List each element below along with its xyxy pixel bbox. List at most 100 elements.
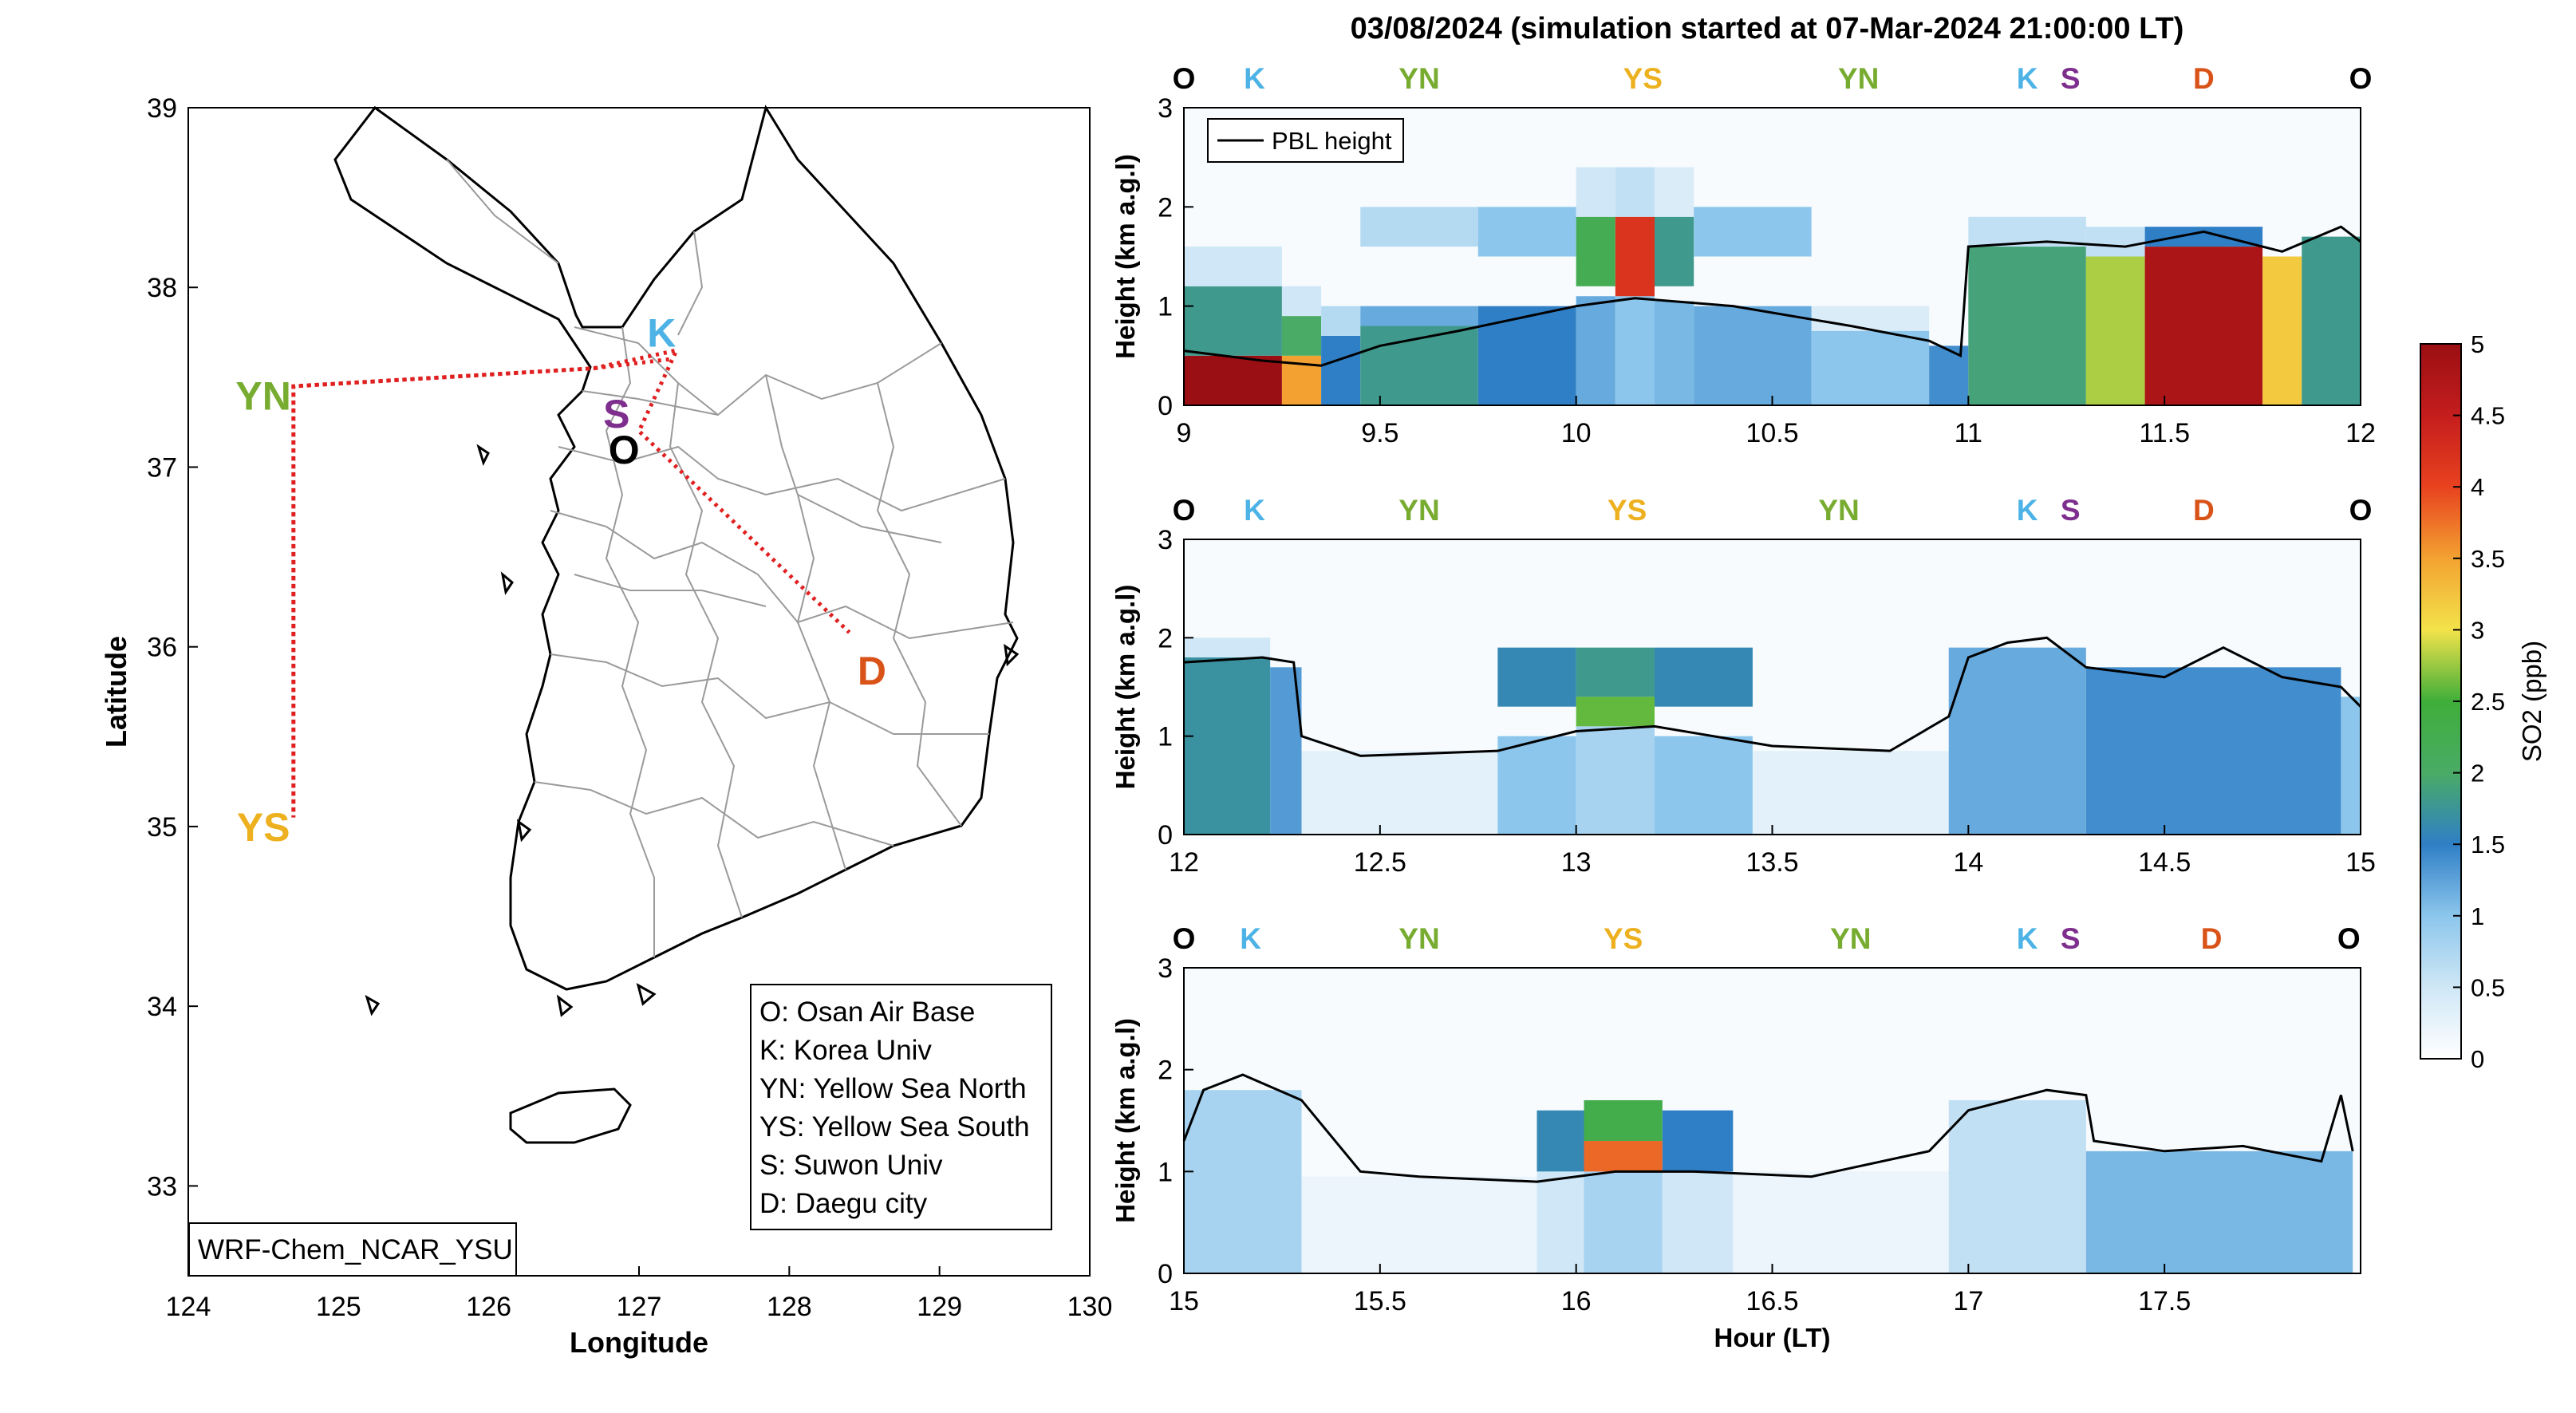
colorbar-tick-label: 5	[2471, 330, 2484, 358]
so2-cell	[1662, 1171, 1734, 1273]
so2-cell	[1655, 647, 1753, 707]
site-label-s: S	[2061, 494, 2081, 527]
panel-ylabel: Height (km a.g.l)	[1110, 585, 1140, 790]
panel-ytick-label: 3	[1158, 93, 1173, 124]
map-ytick-label: 37	[147, 452, 177, 483]
map-site-ys: YS	[237, 805, 290, 850]
so2-cell	[1655, 736, 1753, 835]
site-label-d: D	[2193, 494, 2215, 527]
panel-xtick-label: 16.5	[1746, 1286, 1798, 1316]
so2-cell	[1655, 301, 1694, 405]
colorbar-tick-label: 2	[2471, 760, 2484, 787]
route-line	[291, 347, 851, 818]
panel-xtick-label: 15.5	[1354, 1286, 1406, 1316]
site-label-d: D	[2193, 62, 2215, 95]
map-xtick-label: 128	[767, 1292, 812, 1322]
so2-cell	[1694, 306, 1812, 405]
so2-cell	[1948, 1099, 2086, 1273]
panel-xtick-label: 16	[1561, 1286, 1592, 1316]
map-ytick-label: 38	[147, 273, 177, 303]
pbl-legend-label: PBL height	[1272, 127, 1392, 155]
so2-cell	[2144, 247, 2263, 405]
map-site-legend-box	[750, 984, 1052, 1230]
panel-ytick-label: 3	[1158, 525, 1173, 555]
panel-ytick-label: 0	[1158, 1259, 1173, 1289]
so2-cell	[1576, 726, 1655, 835]
so2-cell	[1752, 751, 1949, 835]
panel-ylabel: Height (km a.g.l)	[1110, 1018, 1140, 1223]
so2-cell	[1576, 296, 1615, 405]
map-ytick-label: 33	[147, 1171, 177, 1202]
admin-boundaries	[446, 159, 1014, 957]
panel-ytick-label: 2	[1158, 192, 1173, 223]
map-site-labels: O KS YN YS D	[235, 311, 886, 850]
so2-cell	[1584, 1171, 1663, 1273]
so2-cell	[2144, 227, 2263, 247]
so2-cell	[1281, 286, 1322, 317]
map-site-d: D	[858, 649, 886, 693]
site-label-ys: YS	[1604, 922, 1643, 955]
colorbar-tick-label: 3	[2471, 616, 2484, 644]
panel-xtick-label: 13.5	[1746, 847, 1798, 878]
site-label-s: S	[2061, 62, 2081, 95]
site-label-k: K	[1240, 922, 1261, 955]
so2-cell	[1948, 647, 2086, 835]
map-site-yn: YN	[235, 373, 290, 418]
site-label-o: O	[2337, 922, 2361, 955]
legend-entry-d: D: Daegu city	[759, 1188, 928, 1219]
map-xtick-label: 125	[316, 1292, 361, 1322]
so2-cell	[1929, 345, 1969, 405]
panel-ytick-label: 2	[1158, 1056, 1173, 1086]
so2-cell	[1321, 306, 1361, 336]
so2-cell	[1655, 167, 1694, 217]
map-ytick-label: 39	[147, 93, 177, 124]
panel-ylabel: Height (km a.g.l)	[1110, 154, 1140, 359]
so2-cell	[1576, 647, 1655, 697]
panel-xtick-label: 17.5	[2138, 1286, 2191, 1316]
panel-xlabel: Hour (LT)	[1714, 1323, 1830, 1352]
map-xtick-label: 126	[466, 1292, 511, 1322]
panel-xtick-label: 14.5	[2138, 847, 2191, 878]
so2-cell	[1360, 306, 1478, 326]
so2-cell	[1537, 1110, 1584, 1172]
korea-landmass	[333, 105, 1019, 1144]
map-ytick-label: 34	[147, 992, 177, 1022]
site-label-yn: YN	[1398, 62, 1439, 95]
site-label-s: S	[2061, 922, 2081, 955]
panel-xtick-label: 13	[1561, 847, 1592, 878]
panel-xtick-label: 15	[2345, 847, 2376, 878]
map-xtick-label: 127	[617, 1292, 662, 1322]
so2-cell	[2085, 227, 2145, 257]
map-xlabel: Longitude	[570, 1326, 708, 1359]
site-label-yn: YN	[1838, 62, 1879, 95]
map-islands	[365, 444, 1020, 1017]
panel-ytick-label: 0	[1158, 820, 1173, 851]
colorbar-tick-label: 0.5	[2471, 973, 2505, 1001]
korea-coastline	[333, 105, 1019, 991]
so2-cell	[1281, 316, 1322, 356]
panel-xtick-label: 10.5	[1746, 418, 1798, 448]
panel-xtick-label: 12	[1169, 847, 1199, 878]
panel-ytick-label: 1	[1158, 722, 1173, 752]
legend-entry-k: K: Korea Univ	[759, 1035, 932, 1066]
map-xtick-label: 130	[1067, 1292, 1113, 1322]
panel-ytick-label: 1	[1158, 292, 1173, 322]
site-label-yn: YN	[1398, 922, 1439, 955]
so2-cell	[1184, 286, 1282, 356]
panel-ytick-label: 3	[1158, 953, 1173, 984]
so2-cell	[1537, 1171, 1584, 1273]
so2-cell	[1584, 1099, 1663, 1142]
panel-xtick-label: 15	[1169, 1286, 1199, 1316]
pbl-legend: PBL height	[1207, 118, 1404, 163]
so2-cell	[1321, 335, 1361, 405]
panel-xtick-label: 10	[1561, 418, 1592, 448]
colorbar-tick-label: 1	[2471, 902, 2484, 930]
site-label-o: O	[2349, 494, 2373, 527]
so2-cell	[1811, 330, 1930, 405]
legend-entry-yn: YN: Yellow Sea North	[759, 1073, 1027, 1104]
site-label-ys: YS	[1623, 62, 1663, 95]
so2-cell	[1184, 637, 1271, 657]
